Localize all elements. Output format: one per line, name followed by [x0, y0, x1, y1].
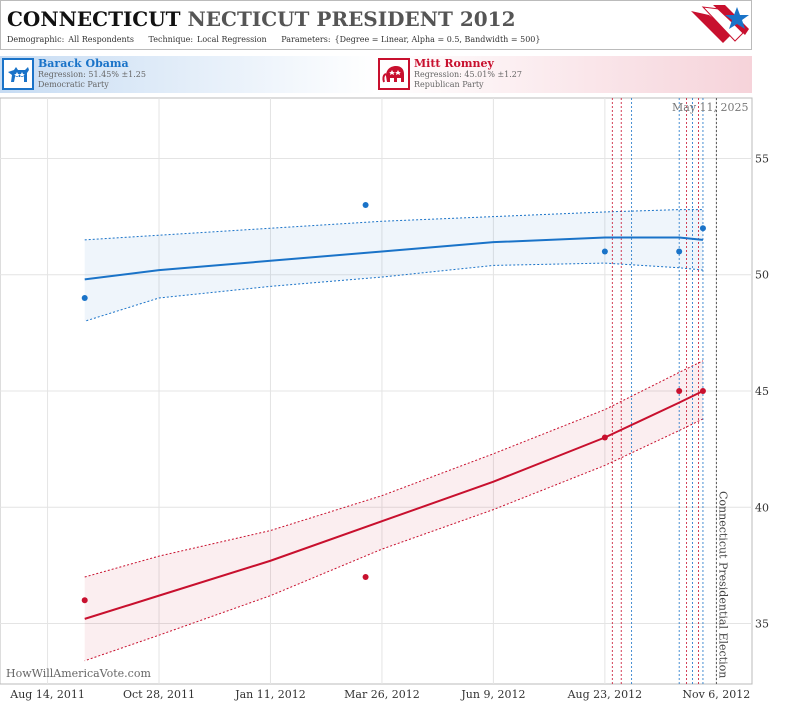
- x-tick-label: Aug 23, 2012: [567, 688, 643, 701]
- candidate-regression-obama: Regression: 51.45% ±1.25: [38, 70, 146, 79]
- date-stamp: May 11, 2025: [672, 101, 749, 114]
- elephant-icon: [378, 58, 410, 90]
- x-tick-label: Jan 11, 2012: [234, 688, 306, 701]
- band-lower-line: [84, 418, 704, 662]
- y-tick-label: 55: [755, 152, 769, 165]
- x-tick-label: Mar 26, 2012: [344, 688, 420, 701]
- candidate-name-romney: Mitt Romney: [414, 57, 494, 70]
- regression-line: [84, 390, 704, 620]
- poll-point: [699, 225, 706, 232]
- header-bar: CONNECTICUT NECTICUT PRESIDENT 2012 Demo…: [0, 0, 752, 50]
- election-label: Connecticut Presidential Election: [716, 491, 729, 678]
- page-title: CONNECTICUT NECTICUT PRESIDENT 2012: [7, 7, 515, 31]
- parameters-value: {Degree = Linear, Alpha = 0.5, Bandwidth…: [334, 35, 541, 44]
- poll-point: [676, 388, 683, 394]
- title-race: NECTICUT PRESIDENT 2012: [187, 7, 516, 31]
- title-state: CONNECTICUT: [7, 7, 181, 31]
- regression-line: [84, 236, 704, 281]
- poll-point: [699, 388, 706, 394]
- technique-value: Local Regression: [197, 35, 267, 44]
- regression-lines: [84, 236, 704, 620]
- x-tick-label: Jun 9, 2012: [460, 688, 525, 701]
- candidate-panel-obama: Barack Obama Regression: 51.45% ±1.25 De…: [0, 56, 376, 93]
- polling-chart: Connecticut Presidential Election Aug 14…: [0, 97, 769, 701]
- poll-points: [81, 201, 706, 604]
- grid: [0, 98, 752, 684]
- y-tick-label: 35: [755, 618, 769, 631]
- poll-point: [362, 574, 369, 581]
- y-tick-label: 40: [755, 501, 769, 514]
- candidate-regression-romney: Regression: 45.01% ±1.27: [414, 70, 522, 79]
- confidence-bands: [84, 209, 704, 662]
- candidate-panel-romney: Mitt Romney Regression: 45.01% ±1.27 Rep…: [376, 56, 752, 93]
- watermark: HowWillAmericaVote.com: [6, 667, 151, 680]
- technique-label: Technique:: [148, 35, 194, 44]
- demographic-value: All Respondents: [68, 35, 134, 44]
- parameters-label: Parameters:: [281, 35, 331, 44]
- candidate-party-obama: Democratic Party: [38, 80, 109, 89]
- poll-point: [81, 294, 88, 301]
- y-tick-label: 45: [755, 385, 769, 398]
- band-upper-line: [84, 209, 703, 241]
- poll-point: [362, 201, 369, 208]
- candidate-name-obama: Barack Obama: [38, 57, 129, 70]
- candidate-party-romney: Republican Party: [414, 80, 484, 89]
- y-tick-label: 50: [755, 269, 769, 282]
- poll-point: [601, 434, 608, 441]
- poll-point: [601, 248, 608, 255]
- x-tick-label: Nov 6, 2012: [682, 688, 750, 701]
- confidence-band: [84, 209, 703, 322]
- x-tick-label: Oct 28, 2011: [123, 688, 195, 701]
- poll-point: [81, 597, 88, 604]
- band-lower-line: [84, 262, 704, 322]
- poll-point: [676, 248, 683, 255]
- parameters-line: Demographic: All Respondents Technique: Lo…: [7, 35, 544, 44]
- band-upper-line: [84, 360, 704, 578]
- donkey-icon: [2, 58, 34, 90]
- confidence-band: [84, 360, 703, 661]
- axis-labels: Aug 14, 2011 Oct 28, 2011 Jan 11, 2012 Mar …: [9, 152, 769, 701]
- site-logo-icon[interactable]: [689, 3, 751, 49]
- demographic-label: Demographic:: [7, 35, 65, 44]
- x-tick-label: Aug 14, 2011: [9, 688, 85, 701]
